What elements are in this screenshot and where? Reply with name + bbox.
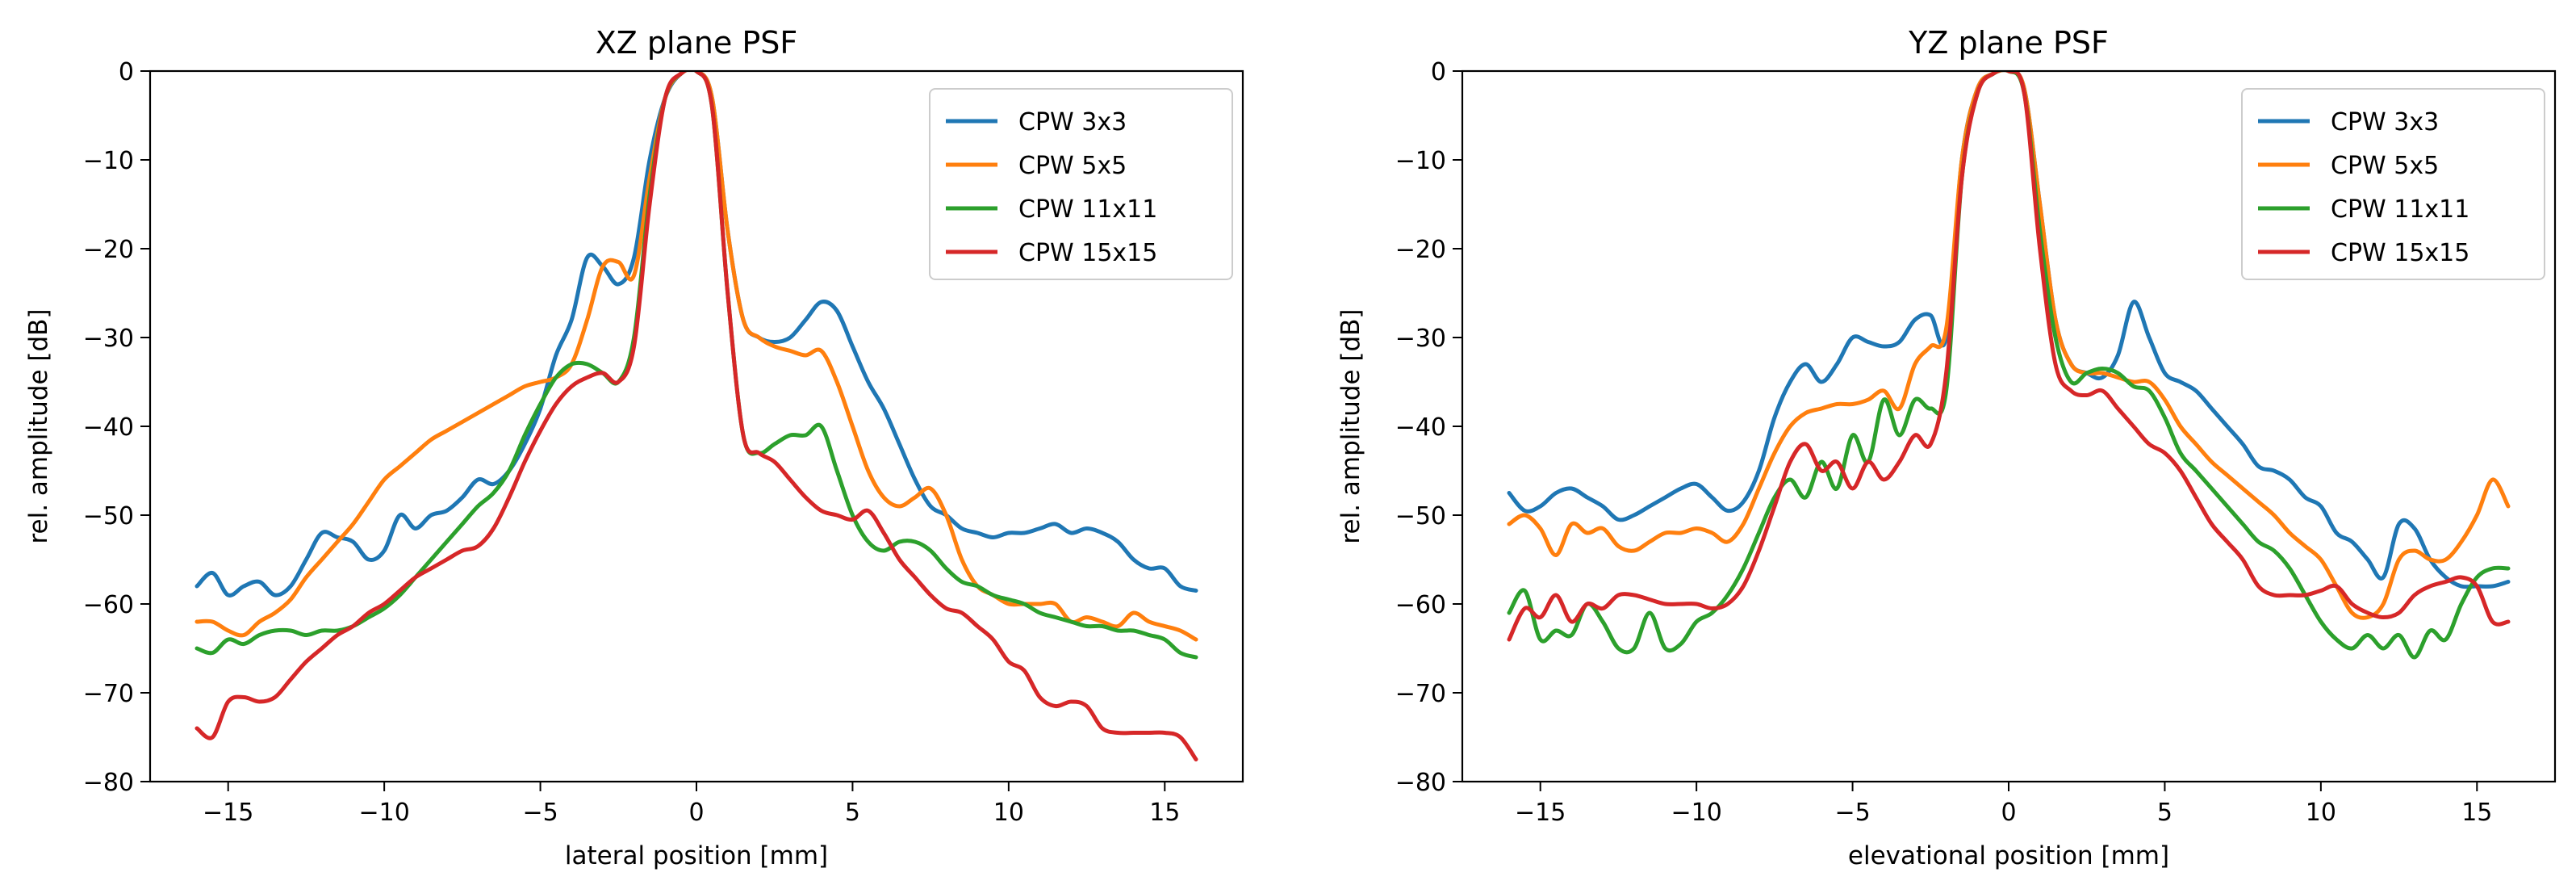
x-tick-label: 15	[1149, 799, 1180, 827]
series-group	[1507, 71, 2511, 660]
x-tick-label: 10	[2306, 799, 2336, 827]
chart-title: XZ plane PSF	[596, 25, 798, 61]
series-line-4	[1507, 71, 2511, 642]
x-tick-label: 10	[993, 799, 1024, 827]
x-tick-label: 5	[845, 799, 860, 827]
y-tick-label: −80	[1395, 769, 1446, 797]
y-tick-label: −70	[83, 680, 134, 708]
x-tick-label: 0	[688, 799, 704, 827]
x-tick-label: −10	[358, 799, 409, 827]
series-line-4	[194, 71, 1198, 761]
x-axis-label: elevational position [mm]	[1848, 841, 2169, 870]
x-tick-label: −10	[1671, 799, 1721, 827]
y-tick-label: −60	[1395, 591, 1446, 619]
y-tick-label: −50	[83, 502, 134, 530]
chart-panel-2: −15 −10 −5 0 5 10 150−10−20−30−40−50−60−70−80Y…	[1336, 25, 2557, 870]
x-tick-label: 5	[2157, 799, 2172, 827]
y-tick-label: 0	[119, 58, 134, 86]
x-tick-label: −5	[522, 799, 558, 827]
y-tick-label: −20	[1395, 236, 1446, 264]
legend: CPW 3x3 CPW 5x5 CPW 11x11 CPW 15x15	[929, 88, 1233, 280]
legend-label-1: CPW 3x3	[1018, 108, 1127, 136]
series-line-3	[1507, 71, 2511, 660]
legend: CPW 3x3 CPW 5x5 CPW 11x11 CPW 15x15	[2241, 88, 2545, 280]
legend-label-4: CPW 15x15	[2331, 239, 2469, 267]
y-tick-label: −70	[1395, 680, 1446, 708]
legend-label-3: CPW 11x11	[1018, 195, 1157, 224]
x-tick-label: −15	[203, 799, 253, 827]
y-tick-label: −40	[83, 413, 134, 442]
y-tick-label: −30	[1395, 325, 1446, 353]
legend-label-3: CPW 11x11	[2331, 195, 2469, 224]
x-tick-label: −5	[1834, 799, 1870, 827]
legend-label-2: CPW 5x5	[2331, 152, 2439, 180]
x-tick-label: 0	[2001, 799, 2016, 827]
y-tick-label: 0	[1431, 58, 1446, 86]
legend-label-4: CPW 15x15	[1018, 239, 1157, 267]
chart-title: YZ plane PSF	[1908, 25, 2109, 61]
y-tick-label: −40	[1395, 413, 1446, 442]
y-tick-label: −80	[83, 769, 134, 797]
legend-frame	[2241, 88, 2545, 280]
y-tick-label: −10	[83, 147, 134, 175]
y-tick-label: −50	[1395, 502, 1446, 530]
x-axis-label: lateral position [mm]	[565, 841, 828, 870]
y-axis-label: rel. amplitude [dB]	[24, 308, 53, 543]
chart-panel-1: −15 −10 −5 0 5 10 150−10−20−30−40−50−60−70−80X…	[24, 25, 1244, 870]
y-tick-label: −30	[83, 325, 134, 353]
legend-frame	[929, 88, 1233, 280]
x-tick-label: 15	[2461, 799, 2492, 827]
y-tick-label: −20	[83, 236, 134, 264]
legend-label-2: CPW 5x5	[1018, 152, 1127, 180]
legend-label-1: CPW 3x3	[2331, 108, 2439, 136]
y-axis-label: rel. amplitude [dB]	[1336, 308, 1365, 543]
x-tick-label: −15	[1515, 799, 1566, 827]
y-tick-label: −10	[1395, 147, 1446, 175]
y-tick-label: −60	[83, 591, 134, 619]
series-line-1	[1507, 71, 2511, 589]
